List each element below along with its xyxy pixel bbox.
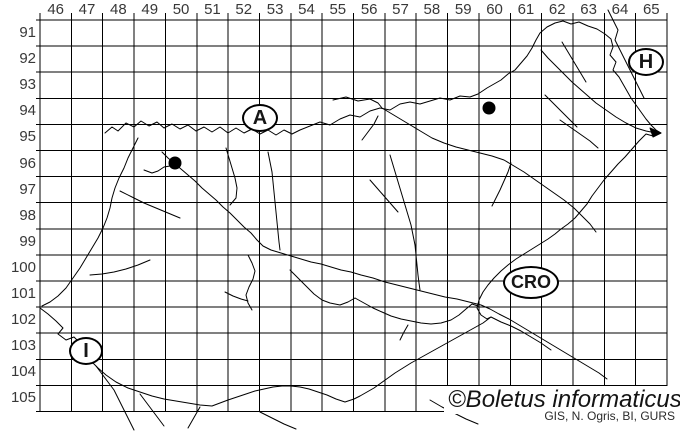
row-label-92: 92 xyxy=(19,50,36,68)
river-kolpa-path xyxy=(490,316,552,351)
river-kamniska-bistrica-path xyxy=(267,151,281,251)
row-label-105: 105 xyxy=(10,389,36,407)
country-label-italy: I xyxy=(69,337,103,365)
river-vipava-path xyxy=(89,259,151,276)
col-label-60: 60 xyxy=(486,1,503,18)
river-sava-path xyxy=(161,151,608,380)
row-label-97: 97 xyxy=(19,180,36,198)
row-label-99: 99 xyxy=(19,232,36,250)
col-label-52: 52 xyxy=(235,1,253,18)
row-label-95: 95 xyxy=(19,128,36,146)
karst-tributary-path xyxy=(224,291,249,302)
col-label-55: 55 xyxy=(329,1,347,18)
river-dravinja-path xyxy=(491,162,512,207)
river-soca-path xyxy=(41,137,139,307)
river-raba-path xyxy=(607,9,645,99)
country-label-austria: A xyxy=(242,104,278,132)
col-label-49: 49 xyxy=(141,1,159,18)
col-label-54: 54 xyxy=(298,1,315,18)
river-ljubljanica-path xyxy=(245,254,256,311)
col-label-61: 61 xyxy=(517,1,535,18)
istria-east-line-path xyxy=(187,406,201,429)
col-label-58: 58 xyxy=(423,1,441,18)
grid-lines xyxy=(36,13,668,412)
col-label-46: 46 xyxy=(47,1,65,18)
occurrence-dot-9460 xyxy=(482,101,496,115)
river-drava-path xyxy=(332,96,597,233)
river-krka-tributary-path xyxy=(399,324,409,341)
row-label-103: 103 xyxy=(10,337,36,355)
row-label-104: 104 xyxy=(10,363,36,381)
row-label-91: 91 xyxy=(19,24,36,42)
river-meza-path xyxy=(361,115,379,141)
river-scavnica-path xyxy=(544,94,578,128)
row-label-94: 94 xyxy=(19,102,36,120)
row-label-101: 101 xyxy=(10,285,36,303)
col-label-65: 65 xyxy=(642,1,660,18)
river-krka-headwater-path xyxy=(289,269,356,306)
river-sava-upper-tributary-path xyxy=(143,165,171,174)
river-pesnica-path xyxy=(559,119,599,149)
river-savinja-path xyxy=(389,154,421,291)
river-krka-path xyxy=(354,297,479,325)
col-label-57: 57 xyxy=(392,1,409,18)
col-label-50: 50 xyxy=(172,1,190,18)
row-label-98: 98 xyxy=(19,206,36,224)
istria-west-coast-path xyxy=(95,365,135,431)
row-label-100: 100 xyxy=(10,258,36,276)
col-label-62: 62 xyxy=(548,1,566,18)
river-kokra-path xyxy=(225,147,238,206)
river-idrijca-path xyxy=(119,190,181,219)
col-label-64: 64 xyxy=(611,1,629,18)
row-label-93: 93 xyxy=(19,76,36,94)
col-label-51: 51 xyxy=(204,1,221,18)
river-ledava-path xyxy=(561,41,587,83)
col-label-63: 63 xyxy=(580,1,597,18)
croatia-line-a-path xyxy=(259,411,297,430)
row-label-96: 96 xyxy=(19,154,36,172)
col-label-53: 53 xyxy=(266,1,284,18)
col-label-59: 59 xyxy=(454,1,472,18)
occurrence-dot-9650 xyxy=(168,156,182,170)
river-mura-path xyxy=(540,49,657,134)
istria-inner-line-path xyxy=(139,393,165,427)
col-label-56: 56 xyxy=(360,1,378,18)
river-paka-path xyxy=(369,179,399,213)
border-and-river-linework xyxy=(39,9,662,431)
col-label-47: 47 xyxy=(78,1,96,18)
source-attribution-text: GIS, N. Ogris, BI, GURS xyxy=(541,409,678,423)
country-label-hungary: H xyxy=(628,48,664,76)
country-label-croatia: CRO xyxy=(503,265,559,299)
col-label-48: 48 xyxy=(110,1,127,18)
row-label-102: 102 xyxy=(10,311,36,329)
occurrence-dots xyxy=(168,101,496,170)
